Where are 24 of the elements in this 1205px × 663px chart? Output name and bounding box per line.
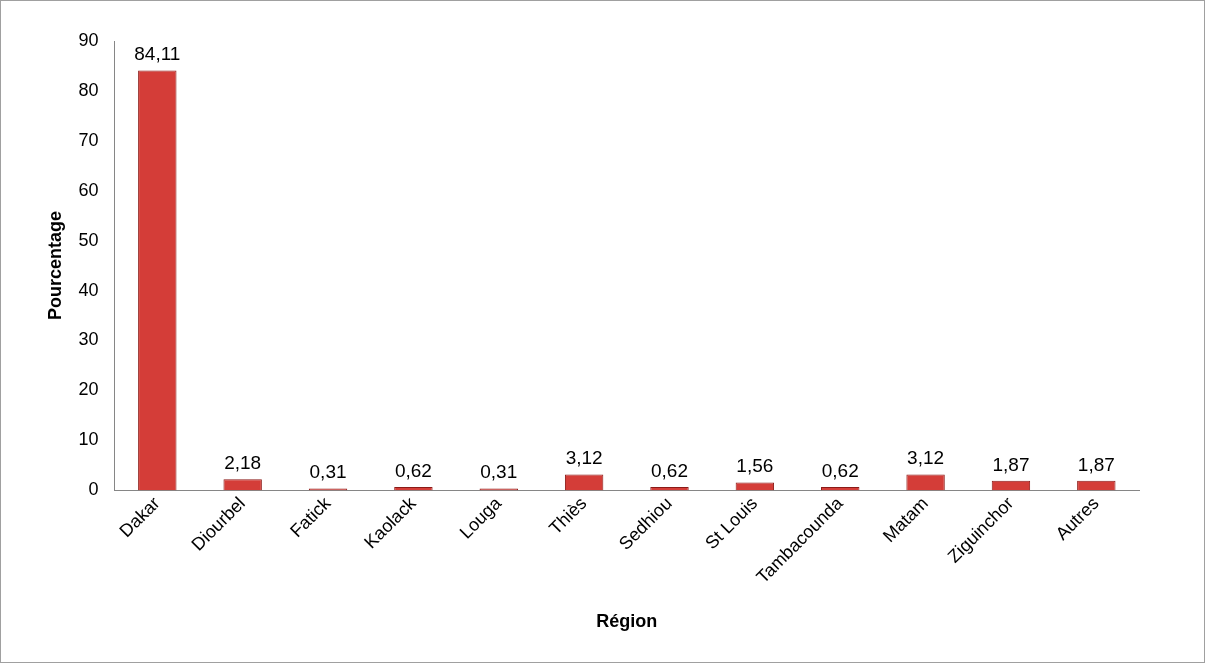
data-label: 84,11 [134,43,181,65]
y-tick-label: 10 [78,429,99,450]
data-label: 3,12 [907,447,945,469]
y-tick-label: 90 [78,29,99,50]
y-tick-label: 20 [78,379,99,400]
y-tick-label: 70 [78,129,99,150]
data-label: 0,62 [394,459,432,481]
data-label: 2,18 [224,452,262,474]
y-tick-label: 60 [78,179,99,200]
y-tick-label: 30 [78,329,99,350]
data-label: 1,56 [736,455,774,477]
data-label: 3,12 [565,447,603,469]
data-label: 0,31 [309,461,347,483]
y-tick-label: 50 [78,229,99,250]
data-label: 0,62 [651,459,688,481]
y-tick-label: 40 [78,279,99,300]
y-tick-label: 0 [88,479,99,500]
y-tick-label: 80 [78,79,99,100]
data-label: 0,62 [821,459,859,481]
x-axis-title: Région [596,611,658,632]
data-label: 1,87 [1077,453,1115,475]
data-label: 1,87 [992,453,1030,475]
y-axis-title: Pourcentage [44,211,65,321]
data-label: 0,31 [480,461,518,483]
